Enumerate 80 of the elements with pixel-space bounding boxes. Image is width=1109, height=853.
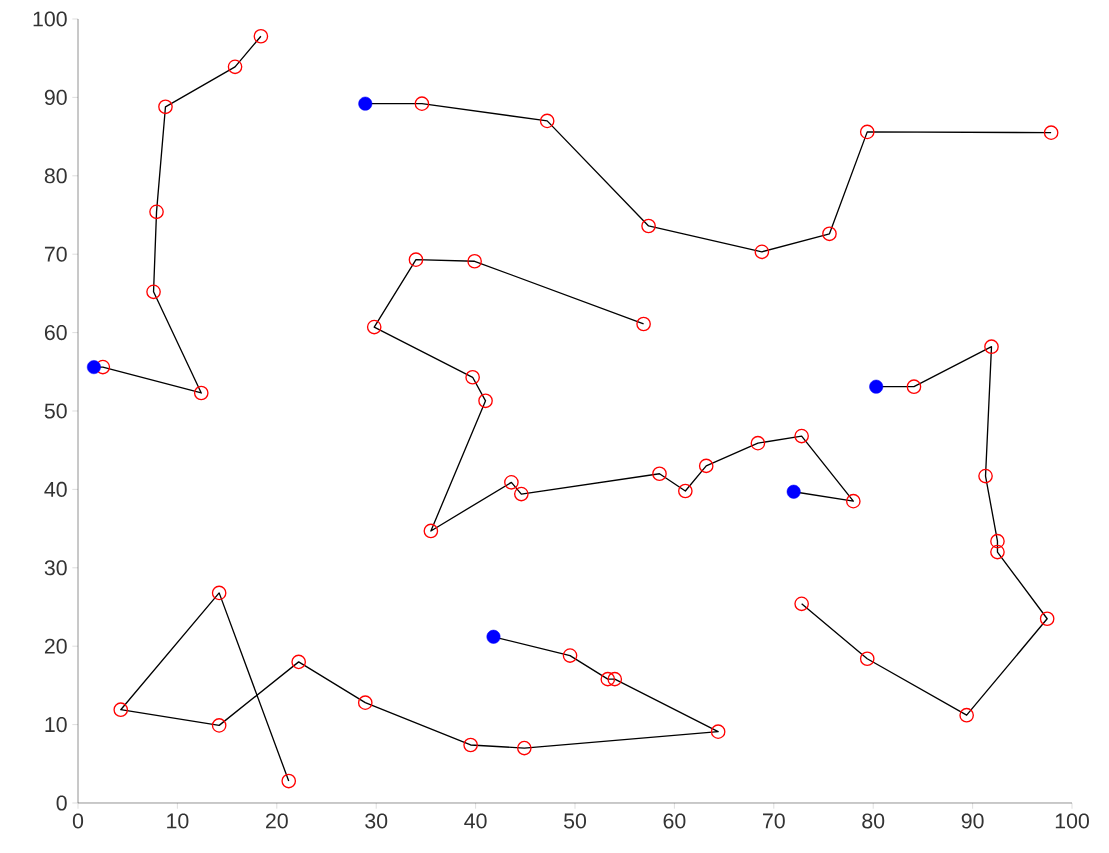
point bbox=[408, 252, 424, 268]
point bbox=[607, 671, 623, 687]
point bbox=[978, 468, 993, 484]
point bbox=[467, 253, 482, 269]
point bbox=[423, 523, 439, 539]
y-tick-label: 0 bbox=[56, 795, 67, 811]
y-tick-label: 10 bbox=[45, 717, 67, 733]
y-tick-label: 20 bbox=[44, 638, 67, 654]
x-tick-label: 60 bbox=[663, 813, 686, 829]
point bbox=[86, 360, 101, 375]
point bbox=[710, 724, 726, 739]
point bbox=[698, 458, 714, 474]
point bbox=[959, 707, 974, 723]
y-tick-label: 90 bbox=[44, 89, 67, 105]
point bbox=[113, 702, 129, 718]
y-tick-label: 80 bbox=[44, 168, 67, 184]
point bbox=[504, 475, 519, 490]
x-tick-label: 100 bbox=[1055, 813, 1089, 829]
point bbox=[869, 379, 884, 394]
x-tick-label: 20 bbox=[266, 813, 288, 829]
point bbox=[358, 96, 373, 111]
point bbox=[794, 596, 809, 612]
point bbox=[641, 218, 656, 234]
point bbox=[906, 379, 922, 395]
point bbox=[158, 99, 173, 115]
x-tick-label: 90 bbox=[961, 813, 984, 829]
point bbox=[750, 435, 766, 451]
point bbox=[211, 718, 227, 733]
line-series bbox=[373, 259, 854, 532]
point bbox=[478, 393, 493, 409]
point bbox=[652, 466, 667, 482]
point bbox=[291, 654, 307, 670]
point bbox=[146, 284, 161, 300]
point bbox=[211, 585, 227, 601]
line-series bbox=[800, 346, 1048, 716]
y-tick-label: 70 bbox=[44, 246, 67, 262]
y-tick-label: 100 bbox=[33, 11, 67, 27]
point bbox=[253, 28, 269, 44]
point bbox=[465, 369, 480, 385]
point bbox=[1039, 611, 1055, 627]
x-tick-label: 50 bbox=[564, 813, 587, 829]
point bbox=[600, 671, 616, 687]
x-tick-label: 70 bbox=[763, 813, 785, 829]
point bbox=[95, 359, 111, 375]
point bbox=[859, 651, 875, 667]
point bbox=[786, 484, 801, 499]
x-tick-label: 30 bbox=[365, 813, 388, 829]
point bbox=[486, 629, 501, 644]
point bbox=[636, 316, 651, 332]
point bbox=[990, 533, 1005, 549]
point bbox=[859, 124, 875, 140]
point bbox=[516, 740, 532, 756]
point bbox=[794, 428, 809, 444]
point bbox=[754, 244, 770, 260]
x-tick-label: 40 bbox=[464, 813, 487, 829]
point bbox=[990, 544, 1005, 560]
point bbox=[414, 96, 430, 111]
y-tick-label: 60 bbox=[44, 325, 67, 341]
point bbox=[513, 486, 529, 502]
y-tick-label: 30 bbox=[44, 560, 67, 576]
x-tick-label: 0 bbox=[72, 813, 84, 829]
point bbox=[357, 695, 373, 710]
point bbox=[562, 648, 578, 663]
point bbox=[984, 339, 999, 355]
x-tick-label: 80 bbox=[862, 813, 885, 829]
point bbox=[149, 204, 164, 220]
y-tick-label: 50 bbox=[44, 403, 67, 419]
point bbox=[1043, 125, 1059, 141]
y-tick-label: 40 bbox=[44, 481, 67, 497]
point bbox=[281, 773, 297, 789]
point bbox=[227, 59, 243, 75]
point bbox=[845, 493, 861, 509]
point bbox=[463, 737, 478, 753]
point bbox=[678, 483, 693, 499]
x-tick-label: 10 bbox=[167, 813, 189, 829]
point bbox=[193, 385, 209, 401]
point bbox=[366, 319, 382, 335]
line-series bbox=[120, 592, 719, 782]
point bbox=[539, 113, 555, 129]
point bbox=[822, 226, 837, 242]
